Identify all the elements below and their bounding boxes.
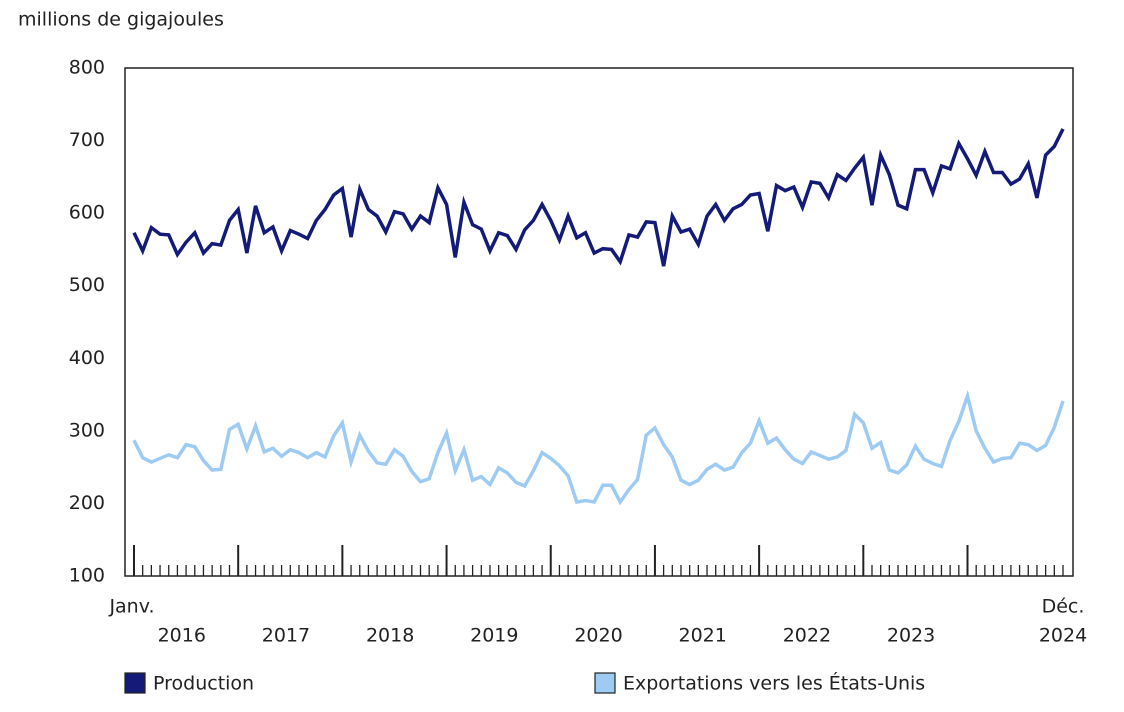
- y-tick-label: 300: [69, 419, 105, 441]
- y-axis-label: millions de gigajoules: [18, 9, 224, 31]
- y-tick-label: 400: [69, 347, 105, 369]
- series-line: [132, 128, 1065, 267]
- y-tick-label: 100: [69, 565, 105, 587]
- legend-label: Exportations vers les États-Unis: [623, 672, 925, 695]
- year-label: 2022: [783, 625, 831, 647]
- year-label: 2023: [887, 625, 935, 647]
- legend-label: Production: [153, 673, 254, 695]
- plot-frame: [124, 67, 1074, 577]
- year-label: 2016: [158, 625, 206, 647]
- x-tick-label: Janv.: [108, 596, 154, 618]
- y-tick-label: 500: [69, 274, 105, 296]
- year-label: 2021: [679, 625, 727, 647]
- year-label: 2024: [1039, 625, 1087, 647]
- x-tick-label: Déc.: [1042, 596, 1085, 618]
- y-tick-label: 600: [69, 202, 105, 224]
- legend-swatch: [124, 672, 146, 694]
- year-label: 2017: [262, 625, 310, 647]
- year-label: 2020: [574, 625, 622, 647]
- y-tick-label: 200: [69, 492, 105, 514]
- year-label: 2019: [470, 625, 518, 647]
- y-tick-label: 700: [69, 129, 105, 151]
- legend-swatch: [594, 672, 616, 694]
- y-tick-label: 800: [69, 57, 105, 79]
- series-line: [132, 389, 1065, 506]
- year-label: 2018: [366, 625, 414, 647]
